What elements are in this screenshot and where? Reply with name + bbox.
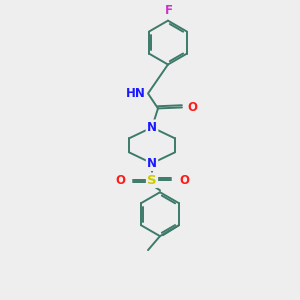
Text: HN: HN: [126, 87, 146, 100]
Text: N: N: [147, 157, 157, 170]
Text: F: F: [165, 4, 173, 16]
Text: N: N: [147, 121, 157, 134]
Text: S: S: [147, 174, 157, 187]
Text: O: O: [187, 101, 197, 114]
Text: O: O: [115, 174, 125, 187]
Text: O: O: [179, 174, 189, 187]
Text: N: N: [147, 121, 157, 134]
